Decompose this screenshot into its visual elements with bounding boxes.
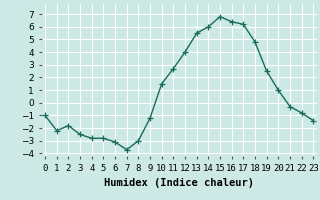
X-axis label: Humidex (Indice chaleur): Humidex (Indice chaleur)	[104, 178, 254, 188]
